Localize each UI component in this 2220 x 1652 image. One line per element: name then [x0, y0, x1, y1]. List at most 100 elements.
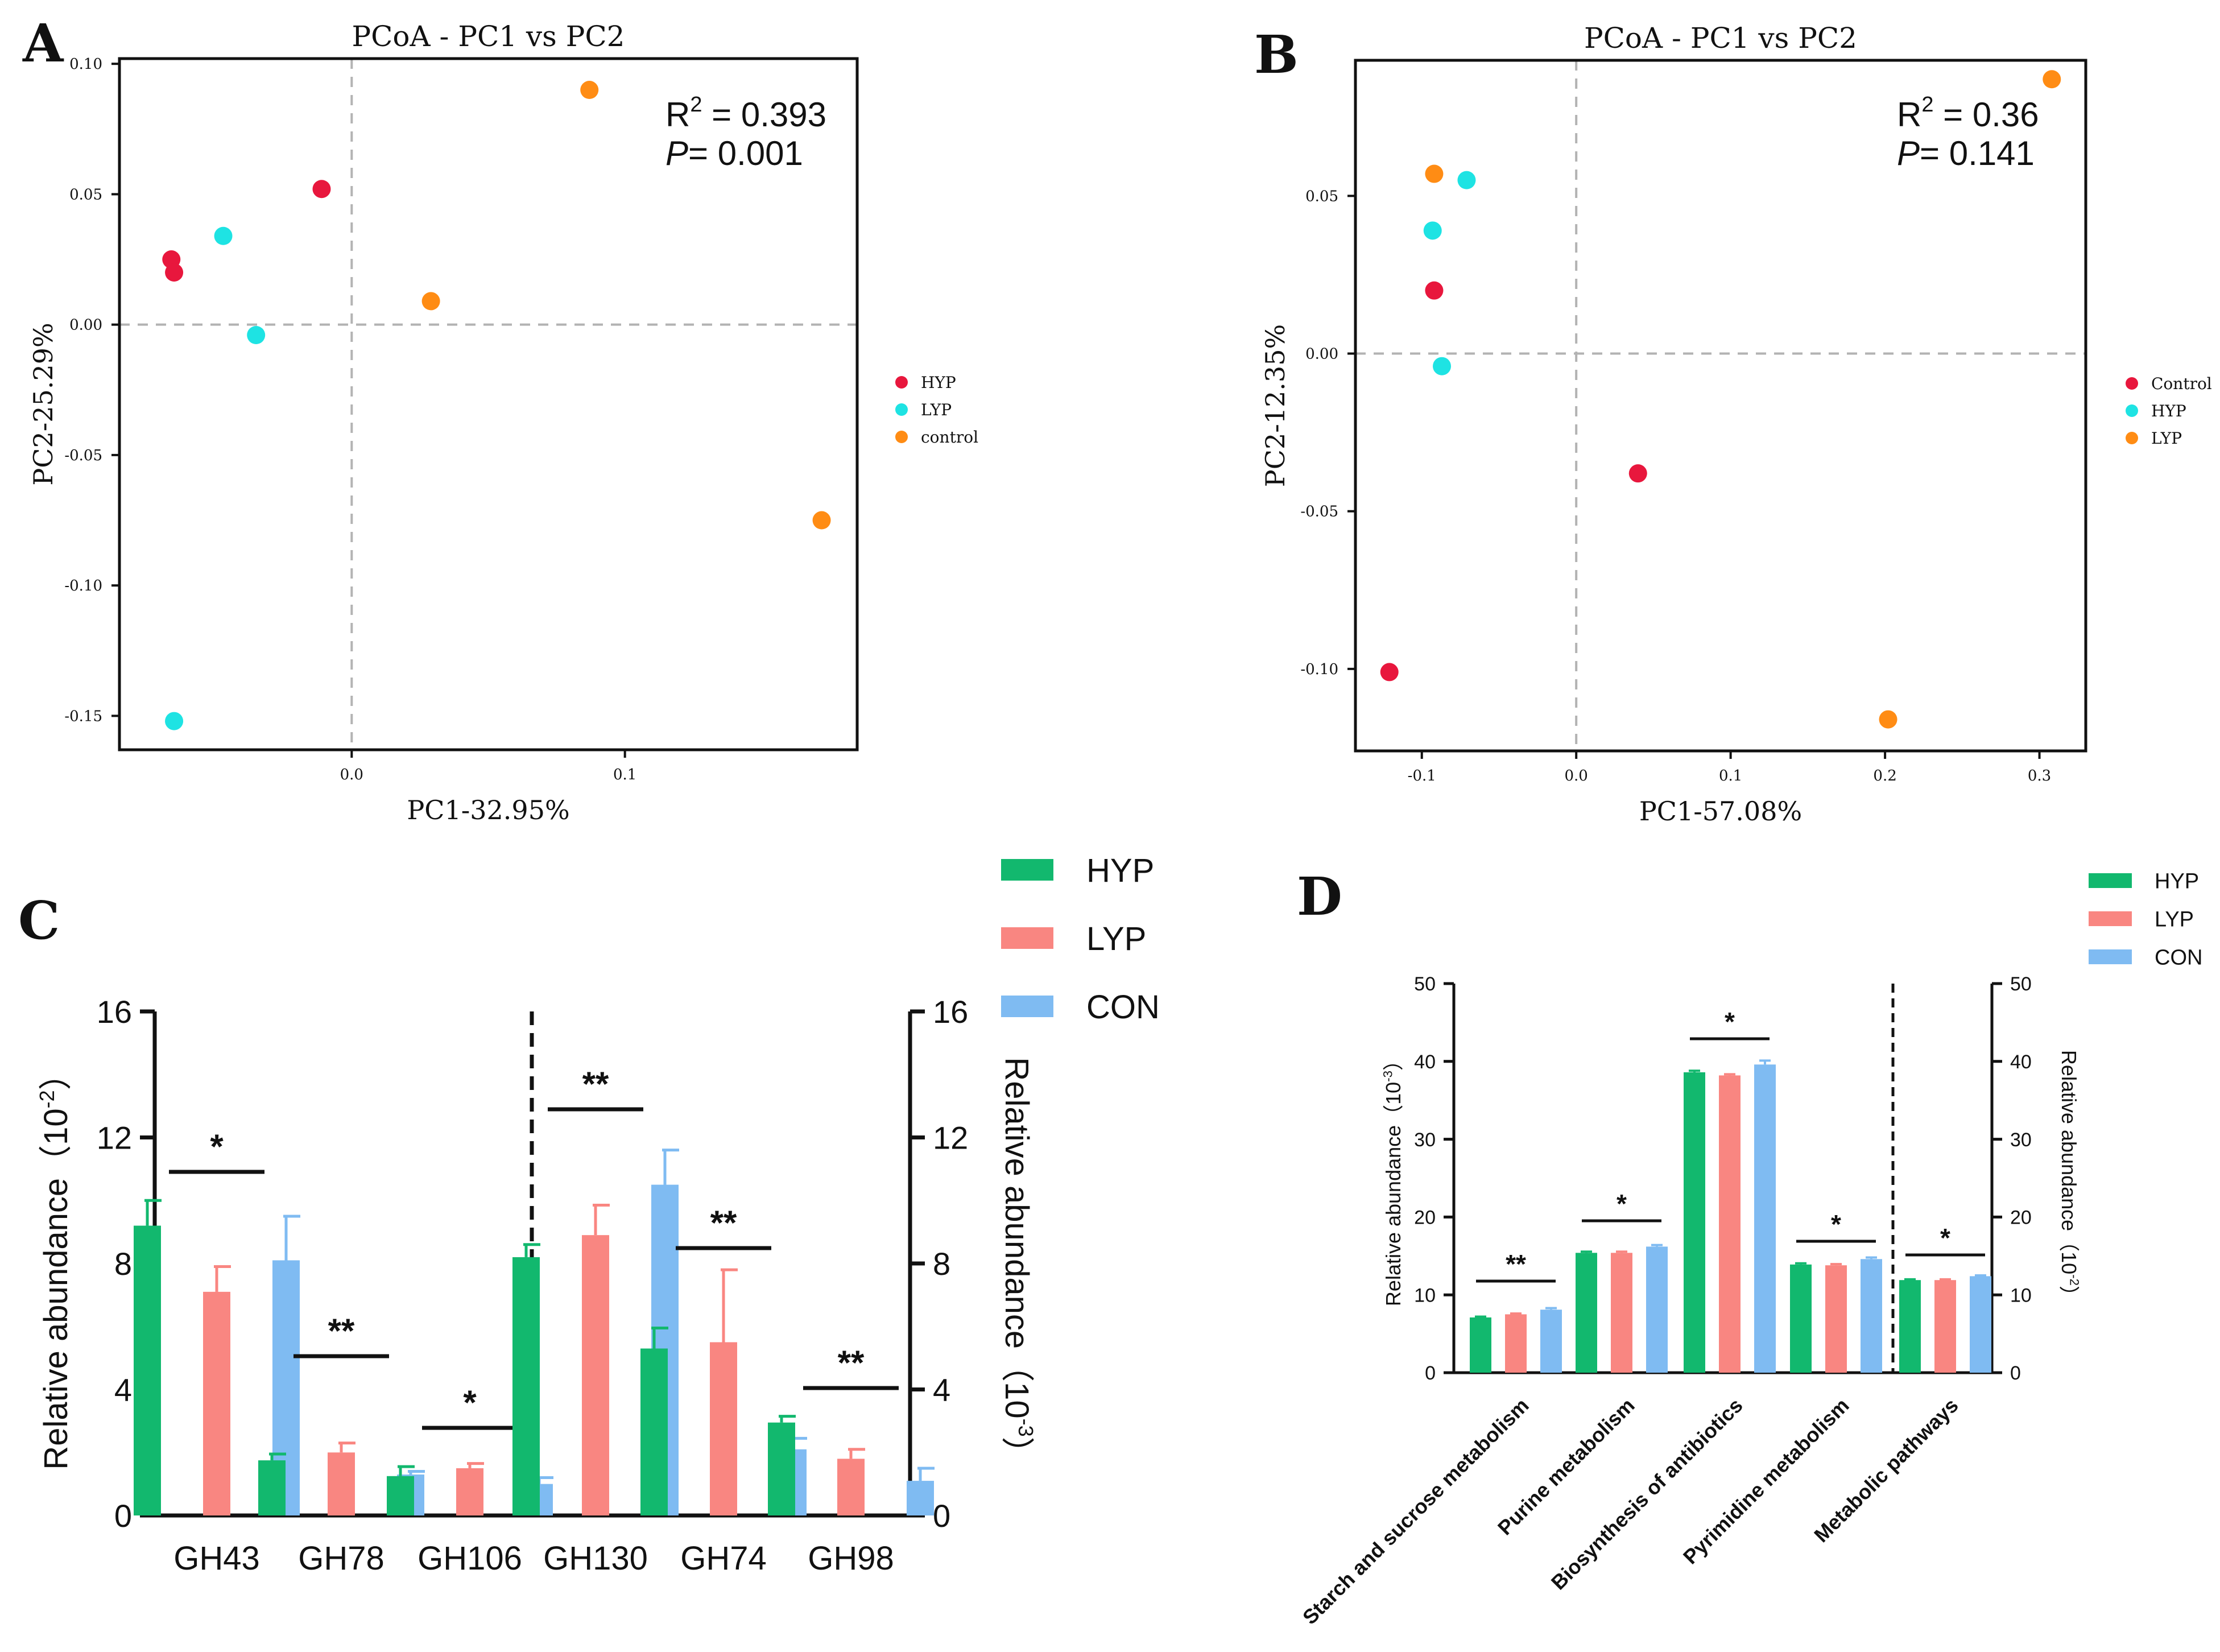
data-point-lyp — [2043, 70, 2061, 89]
y-tick-label-left: 30 — [1414, 1129, 1436, 1151]
legend-marker — [2126, 404, 2138, 417]
legend-swatch — [2089, 873, 2132, 888]
significance-marker: ** — [582, 1065, 609, 1103]
bar-lyp — [1719, 1075, 1741, 1373]
bar-con — [1540, 1310, 1562, 1373]
chart-title: PCoA - PC1 vs PC2 — [352, 20, 625, 53]
legend-label: CON — [1086, 989, 1160, 1026]
x-category-label: GH106 — [417, 1540, 522, 1577]
bar-hyp — [258, 1460, 286, 1515]
y-tick-label-right: 16 — [933, 994, 968, 1030]
y-tick-label-left: 8 — [114, 1246, 132, 1282]
y-axis-label: PC2-12.35% — [1260, 324, 1291, 487]
y-tick-label-right: 0 — [2010, 1362, 2021, 1384]
data-point-control — [1628, 464, 1647, 483]
y-tick-label-right: 12 — [933, 1120, 968, 1156]
y-axis-label: PC2-25.29% — [28, 323, 59, 485]
y-tick-label-left: 50 — [1414, 973, 1436, 995]
panel-c-bars: 0 0 4 4 8 8 12 12 16 16 * GH43 ** GH78 * GH106 ** GH130 **… — [35, 852, 1160, 1577]
y-tick-label: 0.05 — [1305, 188, 1338, 205]
significance-marker: * — [463, 1383, 477, 1422]
bar-hyp — [1470, 1317, 1491, 1373]
legend-marker — [895, 403, 908, 416]
legend-label: Control — [2151, 374, 2212, 393]
p-annotation: P= 0.141 — [1897, 134, 2035, 172]
bar-lyp — [1934, 1280, 1956, 1373]
bar-lyp — [1611, 1253, 1632, 1373]
x-tick-label: 0.1 — [613, 766, 636, 783]
legend-label: HYP — [1086, 852, 1154, 889]
panel-label-a: A — [22, 13, 64, 74]
bar-hyp — [387, 1476, 414, 1515]
y-tick-label-right: 4 — [933, 1372, 950, 1408]
significance-marker: * — [1617, 1189, 1627, 1219]
r2-annotation: R2 = 0.393 — [665, 93, 826, 134]
p-annotation: P= 0.001 — [665, 134, 803, 172]
data-point-control — [580, 81, 599, 100]
plot-frame — [118, 57, 859, 751]
bar-lyp — [1505, 1314, 1527, 1373]
y-tick-label: -0.10 — [64, 577, 102, 594]
x-tick-label: 0.3 — [2028, 767, 2051, 784]
r2-annotation: R2 = 0.36 — [1897, 93, 2039, 134]
bar-con — [1754, 1064, 1776, 1373]
y-tick-label-left: 40 — [1414, 1051, 1436, 1073]
bar-con — [1861, 1259, 1882, 1373]
y-tick-label-left: 0 — [1425, 1362, 1436, 1384]
data-point-lyp — [247, 326, 266, 344]
panel-b-scatter: PCoA - PC1 vs PC2 0.05 0.00 -0.05 -0.10 -0.1 0… — [1260, 22, 2212, 827]
bar-hyp — [512, 1257, 540, 1515]
legend-marker — [895, 376, 908, 389]
y-tick-label-left: 20 — [1414, 1207, 1436, 1229]
y-tick-label: -0.05 — [64, 447, 102, 464]
bar-lyp — [837, 1459, 865, 1515]
chart-title: PCoA - PC1 vs PC2 — [1584, 22, 1857, 55]
y-tick-label: 0.10 — [69, 56, 102, 73]
y-tick-label: -0.10 — [1300, 661, 1338, 678]
bar-hyp — [1899, 1280, 1921, 1373]
x-category-label: GH74 — [680, 1540, 767, 1577]
x-tick-label: 0.2 — [1873, 767, 1896, 784]
legend-label: HYP — [921, 373, 956, 392]
data-point-control — [812, 511, 831, 530]
bar-hyp — [640, 1348, 668, 1515]
y-tick-label-right: 50 — [2010, 973, 2032, 995]
y-tick-label-right: 0 — [933, 1498, 950, 1534]
bar-lyp — [328, 1452, 355, 1515]
significance-marker: ** — [710, 1204, 737, 1242]
significance-marker: * — [1940, 1223, 1950, 1253]
y-tick-label-right: 20 — [2010, 1207, 2032, 1229]
legend-marker — [2126, 432, 2138, 444]
legend-label: LYP — [921, 400, 952, 419]
data-point-hyp — [312, 180, 331, 199]
x-category-label: GH43 — [173, 1540, 260, 1577]
legend-swatch — [1001, 927, 1053, 949]
y-axis-label-right: Relative abundance（10-2） — [2057, 1050, 2081, 1306]
data-point-lyp — [214, 226, 233, 245]
data-point-lyp — [1879, 710, 1897, 729]
y-tick-label-right: 10 — [2010, 1285, 2032, 1306]
legend-label: LYP — [2155, 908, 2194, 932]
bar-hyp — [768, 1422, 795, 1515]
data-point-hyp — [1457, 171, 1476, 189]
legend-label: LYP — [2151, 429, 2182, 448]
legend-label: LYP — [1086, 920, 1146, 957]
data-point-control — [1425, 281, 1444, 300]
significance-marker: * — [1831, 1209, 1841, 1239]
x-tick-label: 0.0 — [340, 766, 363, 783]
data-point-control — [421, 292, 440, 311]
data-point-lyp — [1425, 164, 1444, 183]
x-tick-label: 0.1 — [1719, 767, 1742, 784]
legend-swatch — [2089, 949, 2132, 964]
legend-label: HYP — [2155, 870, 2199, 894]
x-category-label: Biosynthesis of antibiotics — [1547, 1394, 1747, 1595]
significance-marker: ** — [328, 1312, 355, 1350]
x-tick-label: -0.1 — [1408, 767, 1436, 784]
bar-hyp — [134, 1225, 161, 1515]
bar-lyp — [710, 1342, 737, 1515]
y-tick-label-left: 16 — [97, 994, 132, 1030]
y-axis-label-left: Relative abundance（10-3） — [1381, 1050, 1405, 1306]
y-tick-label: 0.05 — [69, 186, 102, 203]
y-tick-label-right: 8 — [933, 1246, 950, 1282]
y-tick-label-right: 40 — [2010, 1051, 2032, 1073]
